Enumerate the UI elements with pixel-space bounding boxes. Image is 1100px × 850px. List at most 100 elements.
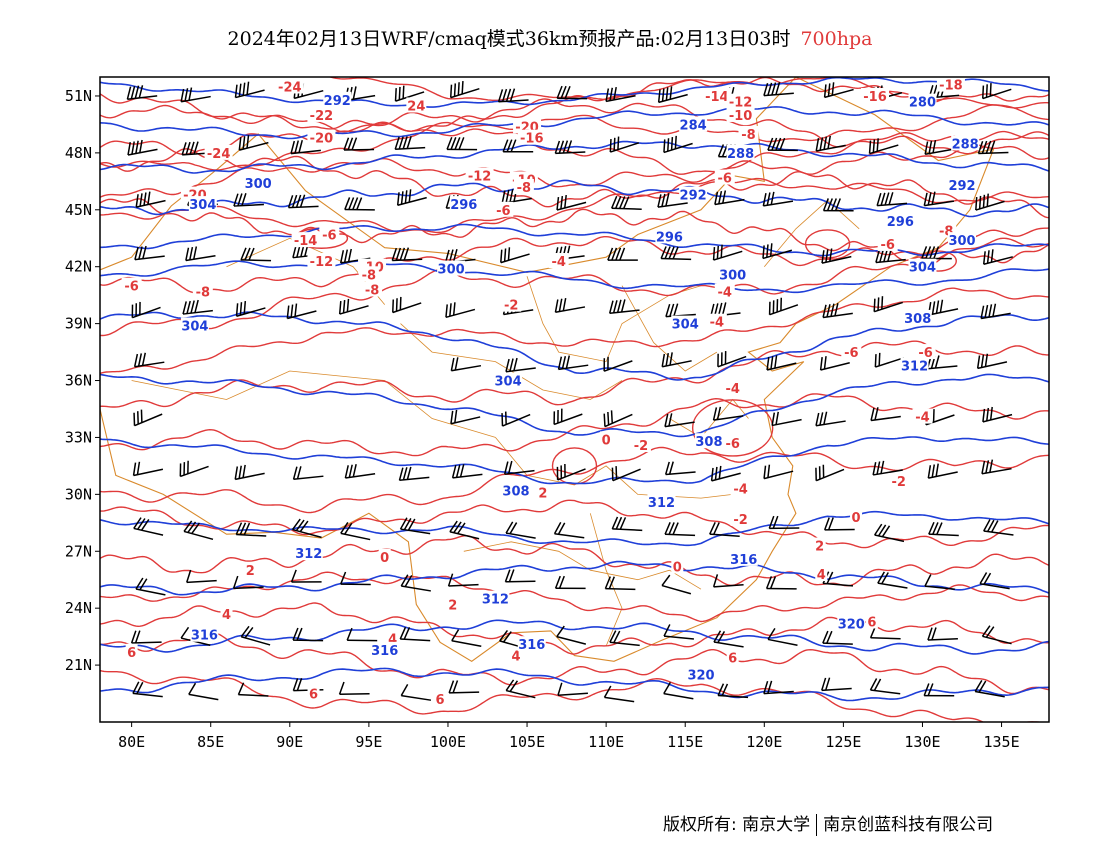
wind-barb: [976, 353, 1008, 370]
wind-barb: [185, 246, 216, 262]
temperature-label-bg: [841, 344, 862, 360]
temperature-label: -6: [844, 346, 858, 361]
temperature-isotherm: [100, 287, 1049, 375]
temperature-label: -2: [504, 299, 518, 314]
temperature-label-bg: [600, 431, 613, 447]
temperature-label-bg: [915, 344, 936, 360]
height-label-bg: [244, 175, 273, 191]
wind-barb: [603, 410, 633, 428]
wind-barb: [394, 136, 426, 151]
wind-barb: [188, 682, 219, 701]
height-label: 296: [450, 198, 477, 213]
wind-barb: [344, 197, 375, 211]
height-label: 300: [438, 263, 465, 278]
height-label: 292: [324, 94, 351, 109]
temperature-label: -8: [741, 128, 755, 143]
wind-barb: [505, 521, 536, 539]
temperature-label-bg: [936, 77, 965, 92]
wind-barb: [448, 680, 480, 694]
wind-barb: [399, 626, 431, 642]
temperature-label: -12: [468, 170, 492, 185]
temperature-label: 0: [852, 511, 861, 526]
lat-tick-label: 51N: [65, 87, 92, 105]
wind-barb: [762, 243, 793, 260]
footer-copyright: 版权所有: 南京大学: [663, 815, 811, 835]
wind-barb: [710, 465, 741, 482]
height-label-bg: [687, 666, 716, 682]
wind-barb: [608, 299, 640, 315]
wind-barb: [450, 409, 481, 425]
wind-barb: [924, 574, 955, 590]
height-contour: [100, 619, 1049, 655]
height-label: 280: [909, 96, 936, 111]
wind-barb: [717, 683, 749, 699]
title-main: 2024年02月13日WRF/cmaq模式36km预报产品:02月13日03时: [227, 28, 791, 50]
temperature-label-bg: [501, 296, 522, 312]
height-label-bg: [370, 641, 399, 657]
wind-barb: [767, 627, 798, 646]
wind-barb: [554, 575, 586, 590]
temperature-label: -24: [278, 80, 302, 95]
wind-barb: [449, 520, 480, 540]
wind-barb: [771, 411, 802, 427]
lon-tick-label: 120E: [746, 733, 782, 751]
temperature-isotherm: [100, 602, 1049, 655]
wind-barb: [391, 247, 423, 262]
lat-tick-label: 42N: [65, 258, 92, 276]
wind-barb: [815, 411, 846, 427]
height-label: 292: [948, 179, 975, 194]
lat-tick-label: 21N: [65, 656, 92, 674]
temperature-label-bg: [378, 548, 391, 564]
height-label-bg: [837, 615, 866, 631]
wind-barb: [981, 625, 1012, 645]
height-label: 300: [245, 177, 272, 192]
lat-tick-label: 48N: [65, 144, 92, 162]
wind-barb: [182, 299, 213, 315]
wind-barb: [819, 356, 850, 371]
height-label-bg: [501, 482, 530, 498]
wind-barb: [503, 460, 535, 475]
temperature-isotherm: [100, 130, 1049, 199]
temperature-label: 4: [388, 633, 397, 648]
wind-barb: [657, 86, 688, 104]
temperature-label-bg: [406, 97, 427, 113]
height-label: 308: [502, 485, 529, 500]
wind-barb: [235, 522, 267, 537]
height-contour: [100, 560, 1049, 596]
wind-barb: [607, 247, 638, 261]
wind-barb: [234, 81, 265, 99]
temperature-label: -2: [892, 475, 906, 490]
longitude-axis: 80E 85E 90E 95E 100E 105E 110E 115E 120E 125E 130E…: [118, 722, 1020, 751]
wind-barb: [343, 137, 375, 151]
height-label-bg: [180, 317, 209, 333]
height-label-bg: [903, 309, 932, 325]
height-label: 320: [838, 617, 865, 632]
temperature-loop: [551, 447, 598, 485]
wind-barb: [556, 194, 587, 211]
wind-barb: [240, 247, 272, 262]
height-contour: [100, 106, 1049, 140]
footer-separator: [816, 814, 818, 836]
temperature-isotherm: [100, 177, 1049, 234]
temperature-label-bg: [220, 605, 233, 621]
temperature-label-bg: [714, 169, 735, 185]
height-label: 288: [727, 147, 754, 162]
wind-barb: [338, 681, 370, 696]
temperature-label: -6: [718, 172, 732, 187]
temperature-label-bg: [386, 630, 399, 646]
wind-barb: [604, 576, 636, 591]
wind-barb: [664, 521, 696, 537]
wind-barb: [505, 357, 536, 373]
height-label-bg: [948, 177, 977, 193]
lon-tick-label: 80E: [118, 733, 145, 751]
lat-tick-label: 45N: [65, 201, 92, 219]
wind-barb: [603, 356, 633, 372]
wind-barb: [664, 461, 696, 476]
temperature-label: -16: [863, 90, 887, 105]
temperature-label: 6: [728, 652, 737, 667]
wind-barb: [451, 464, 483, 479]
wind-barb: [768, 297, 799, 316]
temperature-label: -16: [520, 132, 544, 147]
wind-barb: [131, 301, 161, 319]
